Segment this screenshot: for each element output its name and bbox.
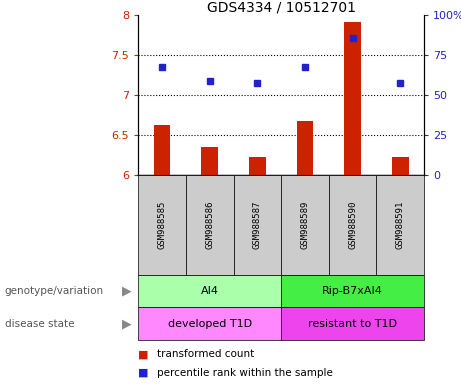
Text: disease state: disease state <box>5 318 74 329</box>
Text: GSM988589: GSM988589 <box>301 200 309 249</box>
Text: ▶: ▶ <box>122 285 131 297</box>
Title: GDS4334 / 10512701: GDS4334 / 10512701 <box>207 0 356 14</box>
Text: ■: ■ <box>138 368 149 378</box>
Text: transformed count: transformed count <box>157 349 254 359</box>
Text: Rip-B7xAI4: Rip-B7xAI4 <box>322 286 383 296</box>
Text: AI4: AI4 <box>201 286 219 296</box>
Text: GSM988591: GSM988591 <box>396 200 405 249</box>
Bar <box>249 157 266 175</box>
Text: ■: ■ <box>138 349 149 359</box>
Text: GSM988585: GSM988585 <box>158 200 166 249</box>
Bar <box>154 124 171 175</box>
Bar <box>201 147 218 175</box>
Bar <box>344 22 361 175</box>
Bar <box>392 157 408 175</box>
Text: percentile rank within the sample: percentile rank within the sample <box>157 368 333 378</box>
Text: resistant to T1D: resistant to T1D <box>308 318 397 329</box>
Text: developed T1D: developed T1D <box>168 318 252 329</box>
Text: ▶: ▶ <box>122 317 131 330</box>
Text: GSM988587: GSM988587 <box>253 200 262 249</box>
Bar <box>297 121 313 175</box>
Text: GSM988586: GSM988586 <box>205 200 214 249</box>
Text: genotype/variation: genotype/variation <box>5 286 104 296</box>
Text: GSM988590: GSM988590 <box>348 200 357 249</box>
